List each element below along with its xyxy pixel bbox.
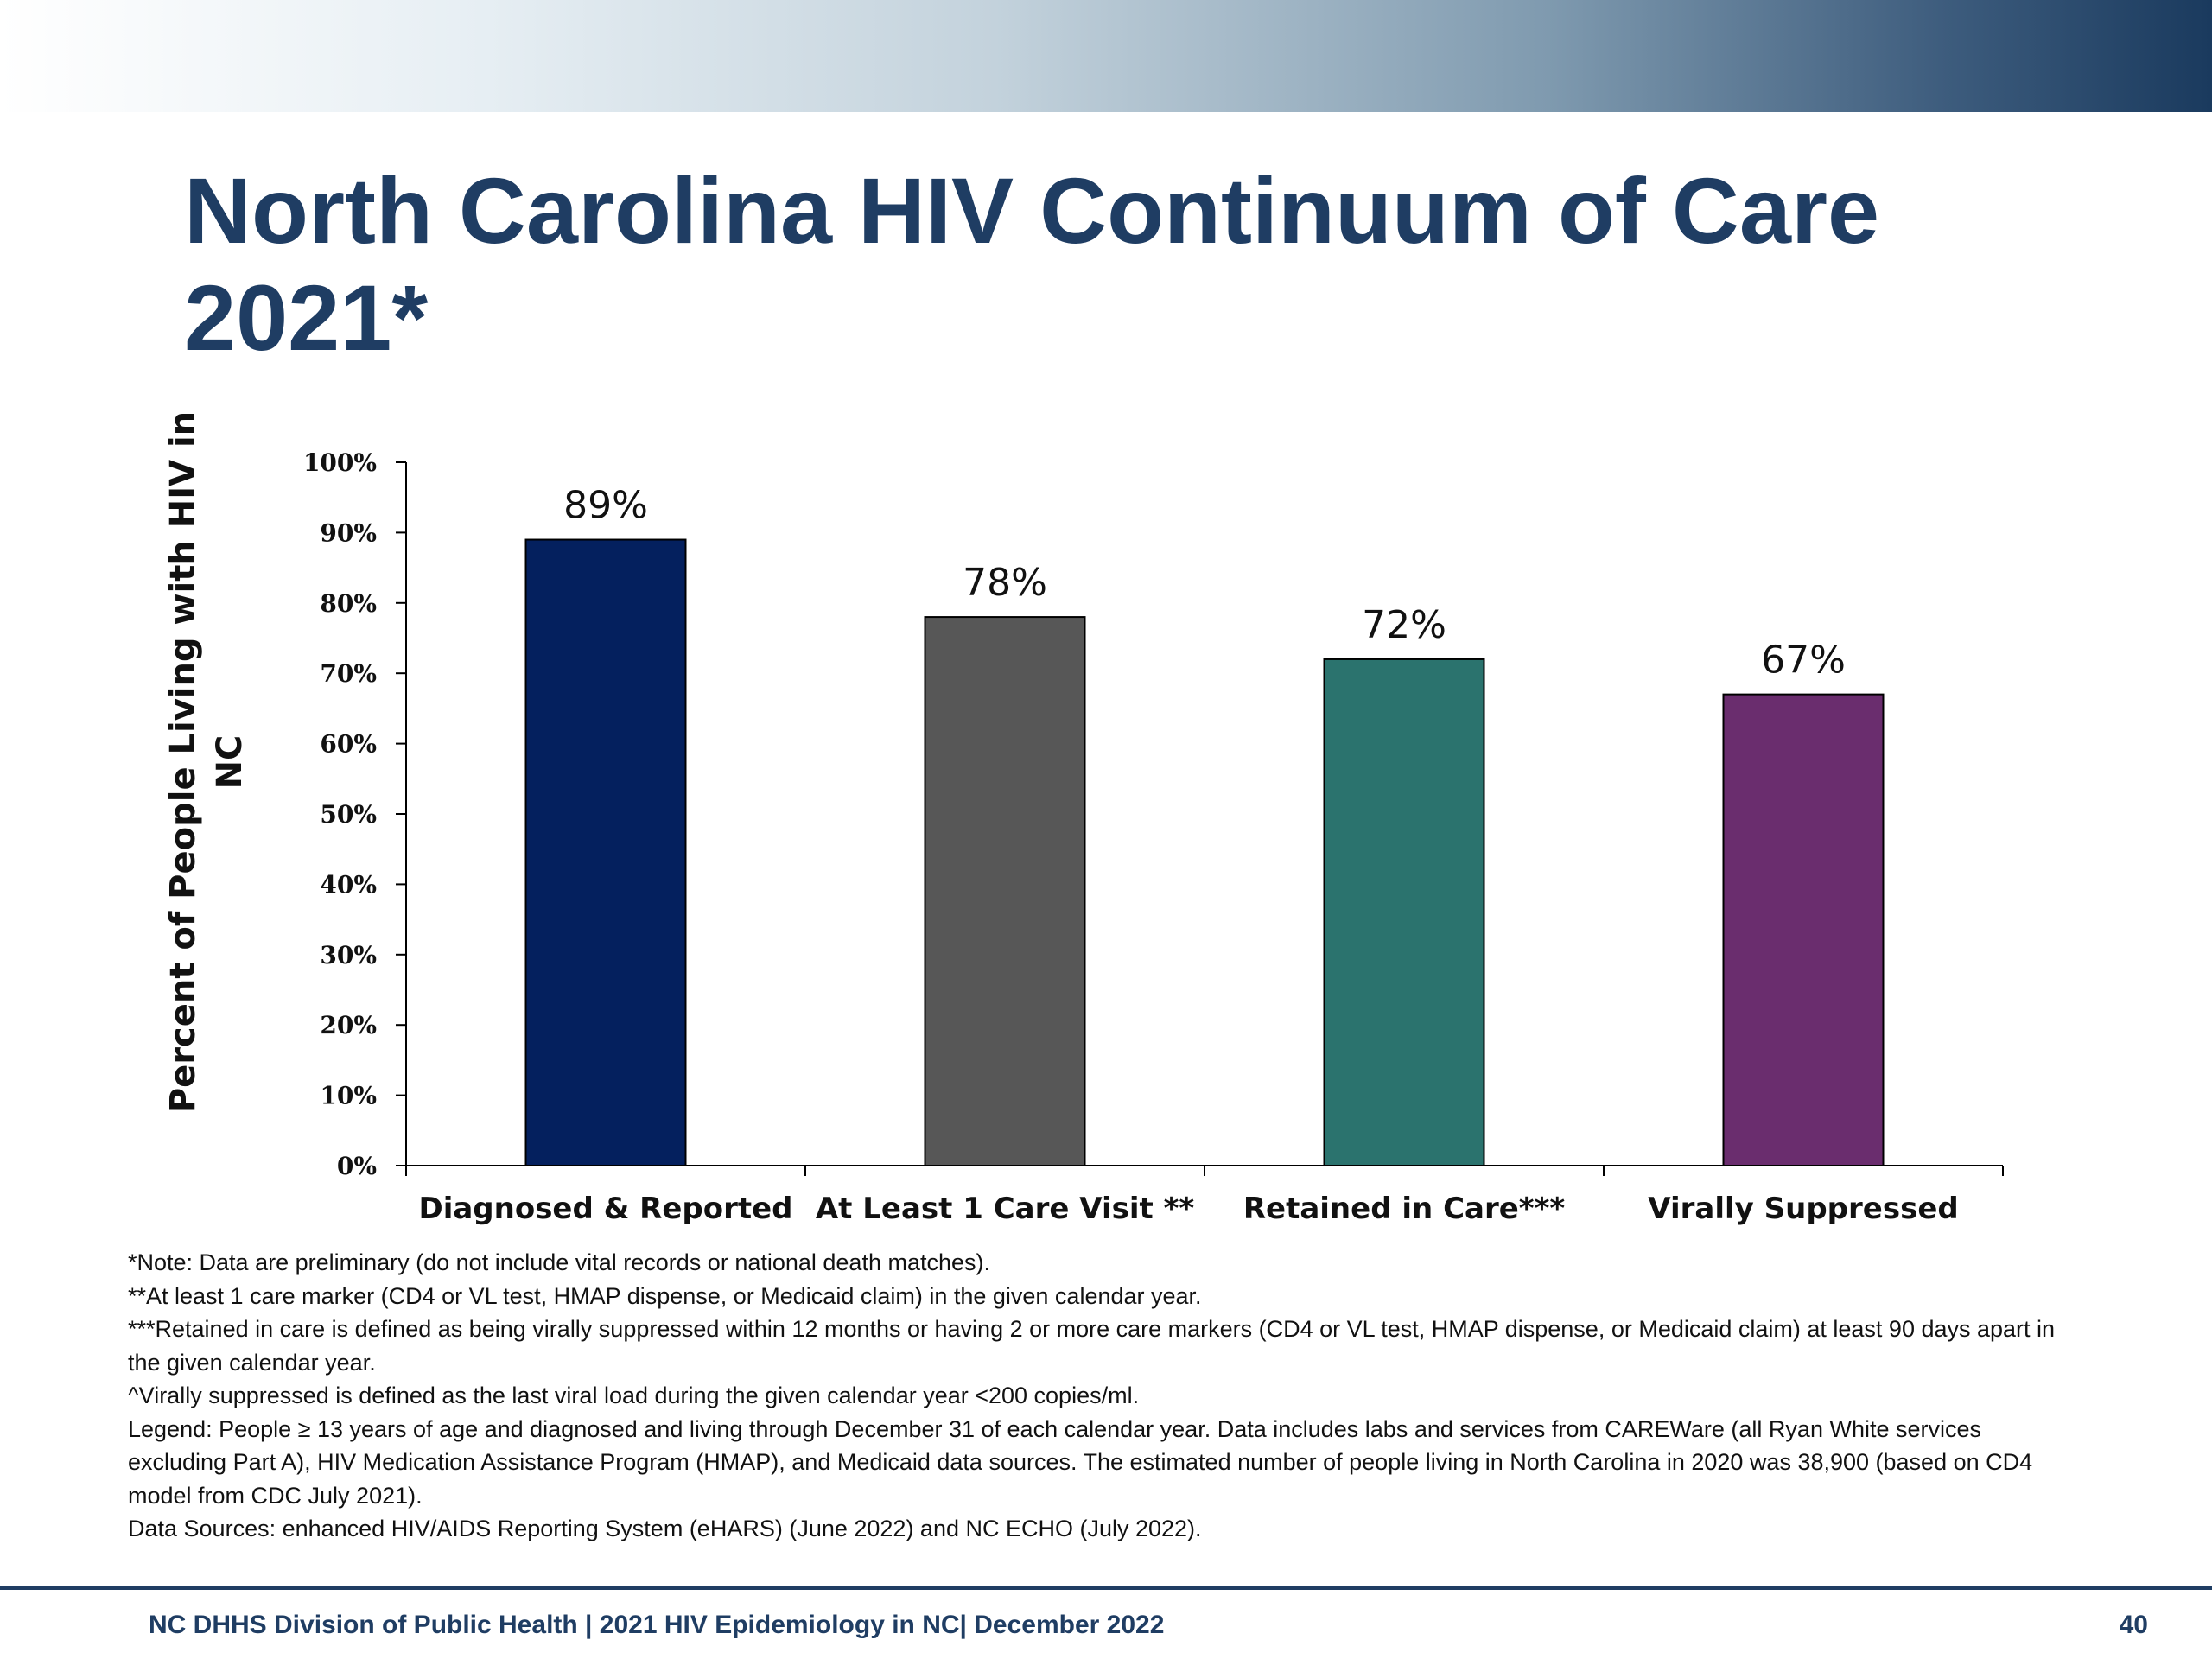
bar-data-label: 72% (1362, 603, 1446, 647)
bar (524, 538, 687, 1166)
x-category-label: Diagnosed & Reported (418, 1192, 792, 1226)
y-tick-label: 90% (320, 518, 377, 547)
y-tick-label: 10% (320, 1082, 377, 1110)
bar (1722, 693, 1885, 1166)
bar-data-label: 89% (563, 484, 648, 528)
y-tick-label: 20% (320, 1011, 377, 1039)
footnote-preliminary: *Note: Data are preliminary (do not incl… (128, 1249, 990, 1275)
page-number: 40 (2119, 1611, 2148, 1639)
footer-divider (0, 1586, 2212, 1590)
x-category-label: Virally Suppressed (1648, 1192, 1958, 1226)
footer-text: NC DHHS Division of Public Health | 2021… (149, 1611, 1165, 1639)
title-line-1: North Carolina HIV Continuum of Care (184, 158, 1880, 263)
footnotes: *Note: Data are preliminary (do not incl… (128, 1246, 2072, 1546)
page-title: North Carolina HIV Continuum of Care 202… (184, 157, 2128, 372)
bar-data-label: 67% (1761, 639, 1846, 683)
footnote-care-visit: **At least 1 care marker (CD4 or VL test… (128, 1282, 1202, 1309)
y-tick-label: 30% (320, 941, 377, 969)
y-tick-label: 50% (320, 800, 377, 829)
footnote-sources: Data Sources: enhanced HIV/AIDS Reportin… (128, 1516, 1202, 1541)
y-tick-label: 40% (320, 870, 377, 899)
title-line-2: 2021* (184, 265, 429, 370)
footnote-legend: Legend: People ≥ 13 years of age and dia… (128, 1415, 2033, 1509)
bar (1323, 658, 1485, 1166)
x-category-label: At Least 1 Care Visit ** (816, 1192, 1195, 1226)
y-tick-label: 0% (337, 1152, 377, 1180)
x-category-label: Retained in Care*** (1243, 1192, 1566, 1226)
y-tick-label: 80% (320, 589, 377, 618)
y-tick-label: 100% (303, 448, 377, 477)
header-gradient-bar (0, 0, 2212, 112)
y-tick-label: 70% (320, 659, 377, 688)
footnote-suppressed: ^Virally suppressed is defined as the la… (128, 1382, 1140, 1408)
bar-data-label: 78% (963, 561, 1047, 605)
bar (924, 616, 1086, 1166)
y-tick-label: 60% (320, 730, 377, 759)
footnote-retained: ***Retained in care is defined as being … (128, 1316, 2056, 1376)
